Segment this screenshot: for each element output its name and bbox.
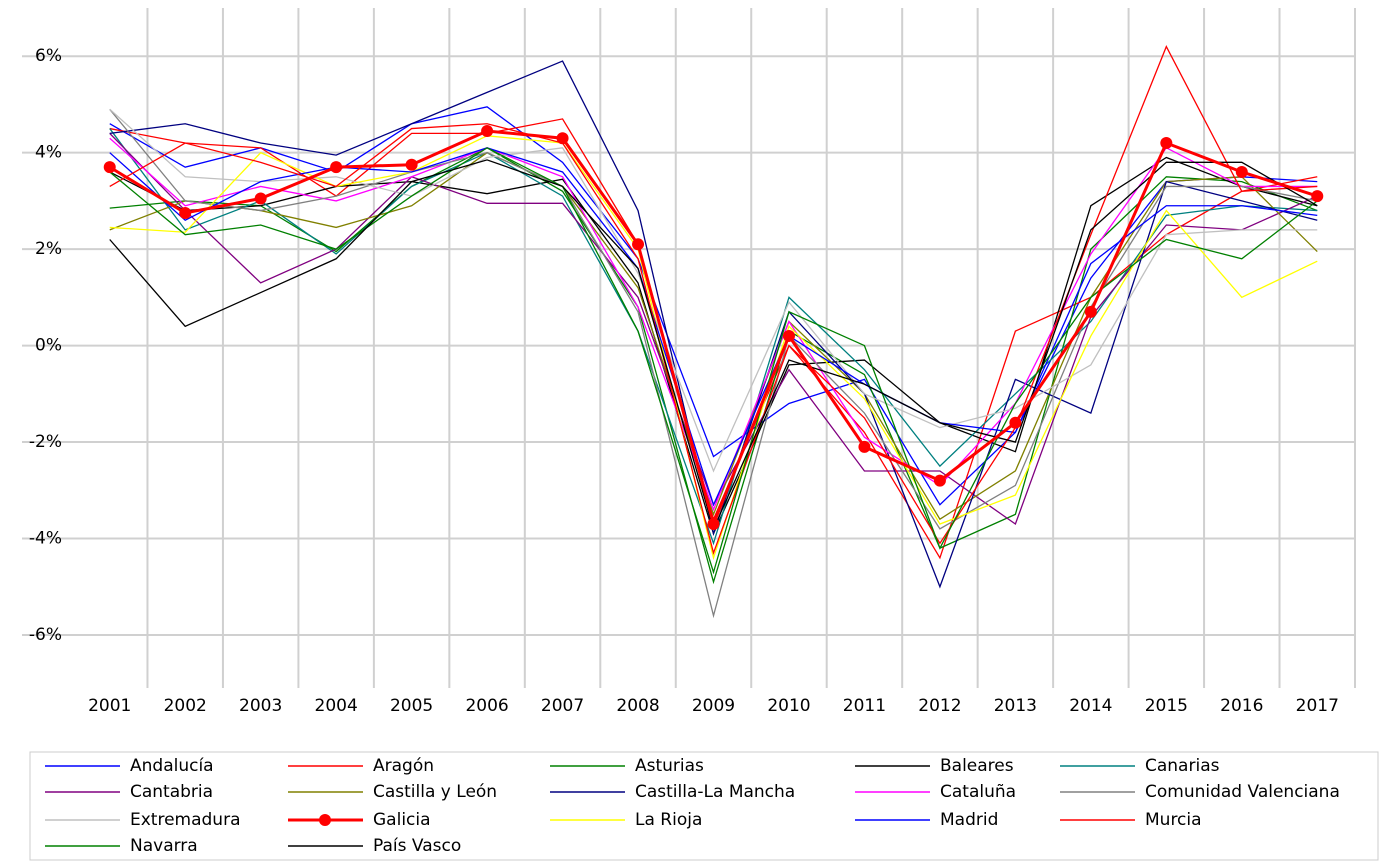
- legend-label: Extremadura: [130, 810, 241, 830]
- x-tick-label: 2006: [465, 696, 508, 716]
- legend-label: Madrid: [940, 810, 998, 830]
- y-tick-label: 6%: [35, 46, 62, 66]
- point: [1009, 416, 1022, 429]
- point: [1311, 190, 1324, 203]
- legend-label: Castilla-La Mancha: [635, 782, 795, 802]
- point: [632, 238, 645, 251]
- x-tick-label: 2008: [616, 696, 659, 716]
- y-tick-label: -2%: [29, 432, 62, 452]
- legend-label: Navarra: [130, 836, 198, 856]
- x-tick-label: 2002: [164, 696, 207, 716]
- series-line: [109, 135, 1318, 561]
- legend-label: Castilla y León: [373, 782, 497, 802]
- point: [707, 518, 720, 531]
- point: [481, 124, 494, 137]
- x-tick-label: 2003: [239, 696, 282, 716]
- legend-label: Asturias: [635, 756, 704, 776]
- point: [782, 329, 795, 342]
- point: [330, 161, 343, 174]
- legend-label: Canarias: [1145, 756, 1220, 776]
- series-line: [109, 137, 1318, 512]
- x-tick-label: 2015: [1145, 696, 1188, 716]
- y-tick-label: 2%: [35, 239, 62, 259]
- point: [1235, 165, 1248, 178]
- x-tick-label: 2014: [1069, 696, 1112, 716]
- y-tick-label: 0%: [35, 336, 62, 356]
- legend-label: Murcia: [1145, 810, 1202, 830]
- y-tick-label: -4%: [29, 528, 62, 548]
- point: [1084, 305, 1097, 318]
- point: [1160, 137, 1173, 150]
- legend-label: Cataluña: [940, 782, 1016, 802]
- legend-label: Cantabria: [130, 782, 213, 802]
- series-line: [109, 60, 1318, 589]
- x-tick-label: 2012: [918, 696, 961, 716]
- series-line: [109, 45, 1318, 556]
- y-tick-label: 4%: [35, 143, 62, 163]
- series-line: [109, 108, 1318, 619]
- legend-label: Galicia: [373, 810, 431, 830]
- legend-label: Comunidad Valenciana: [1145, 782, 1340, 802]
- series-line: [109, 106, 1318, 506]
- legend-label: País Vasco: [373, 836, 461, 856]
- point: [933, 474, 946, 487]
- x-tick-label: 2017: [1296, 696, 1339, 716]
- point: [858, 440, 871, 453]
- x-tick-label: 2001: [88, 696, 131, 716]
- x-tick-label: 2010: [767, 696, 810, 716]
- series-line: [109, 159, 1318, 531]
- x-tick-label: 2004: [315, 696, 358, 716]
- legend-box: [29, 751, 1379, 861]
- series-line: [109, 108, 1318, 473]
- y-tick-label: -6%: [29, 625, 62, 645]
- legend-label: Andalucía: [130, 756, 214, 776]
- legend-marker: [319, 814, 331, 826]
- legend-label: Baleares: [940, 756, 1014, 776]
- series-line: [109, 147, 1318, 575]
- x-tick-label: 2007: [541, 696, 584, 716]
- series-line: [109, 147, 1318, 507]
- point: [179, 206, 192, 219]
- point: [103, 161, 116, 174]
- x-tick-label: 2011: [843, 696, 886, 716]
- legend-label: Aragón: [373, 756, 434, 776]
- point: [254, 192, 267, 205]
- point: [405, 158, 418, 171]
- x-tick-label: 2016: [1220, 696, 1263, 716]
- x-tick-label: 2009: [692, 696, 735, 716]
- point: [556, 132, 569, 145]
- x-tick-label: 2013: [994, 696, 1037, 716]
- x-tick-label: 2005: [390, 696, 433, 716]
- legend-label: La Rioja: [635, 810, 702, 830]
